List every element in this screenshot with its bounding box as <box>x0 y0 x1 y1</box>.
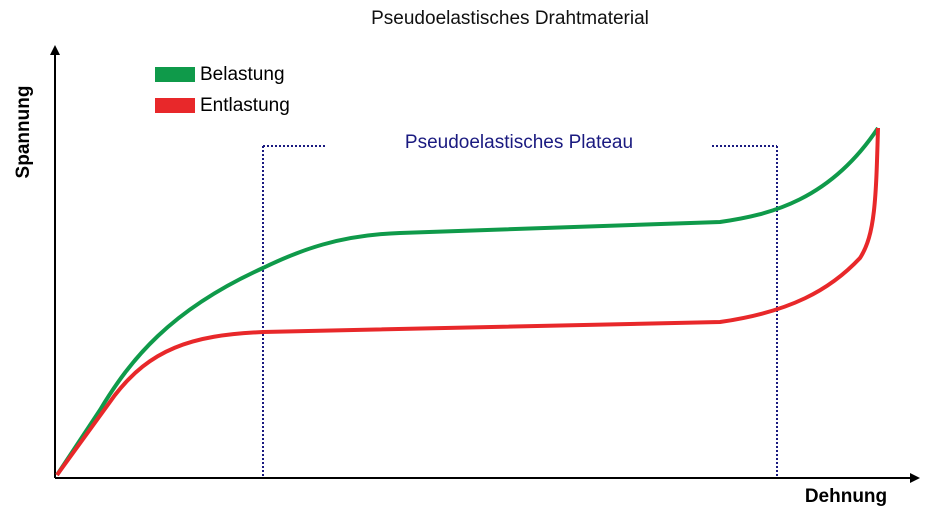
legend-swatch <box>155 67 195 82</box>
loading-curve <box>55 126 880 477</box>
legend-label: Belastung <box>200 64 285 85</box>
x-axis-label: Dehnung <box>805 486 887 507</box>
plateau-box <box>262 145 778 478</box>
title: Pseudoelastisches Drahtmaterial <box>371 8 649 29</box>
plateau-label: Pseudoelastisches Plateau <box>405 132 633 153</box>
y-axis-label: Spannung <box>13 86 34 179</box>
unloading-curve <box>55 127 880 477</box>
legend-label: Entlastung <box>200 95 290 116</box>
legend-swatch <box>155 98 195 113</box>
